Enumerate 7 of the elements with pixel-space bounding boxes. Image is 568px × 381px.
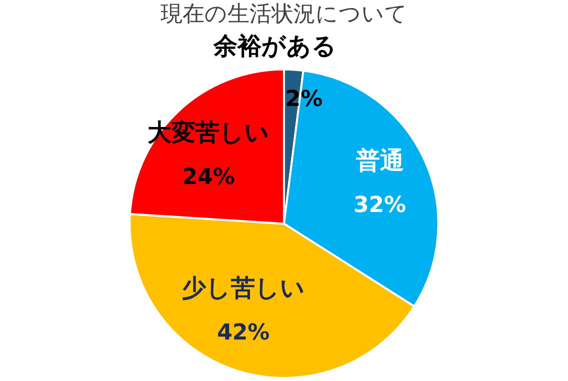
slice-label: 少し苦しい — [182, 274, 305, 302]
data-label: 24% — [182, 164, 235, 190]
data-label: 32% — [353, 193, 406, 218]
slice-label: 余裕がある — [212, 32, 336, 60]
chart-title: 現在の生活状況について — [160, 2, 408, 27]
slice-label: 普通 — [354, 146, 404, 175]
data-label: 42% — [217, 320, 270, 346]
